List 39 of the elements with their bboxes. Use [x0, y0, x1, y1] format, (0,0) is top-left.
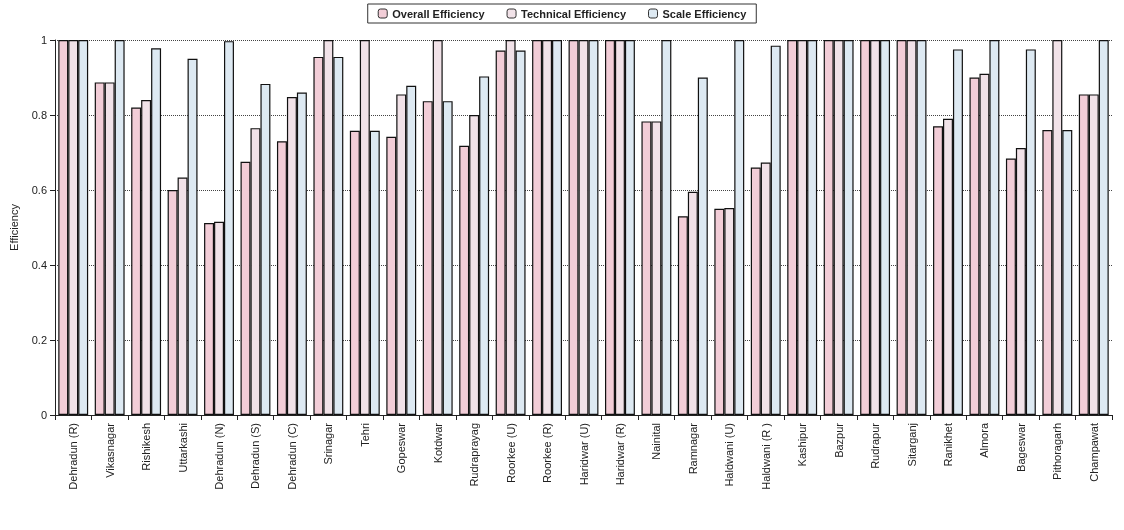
x-tick-label: Bageswar — [1014, 422, 1027, 472]
x-tick-label: Dehradun (R) — [67, 423, 80, 490]
x-tick-label: Dehradun (N) — [213, 423, 226, 490]
x-tick-label: Vikasnagar — [103, 422, 116, 478]
x-tick-label: Dehradun (C) — [285, 423, 298, 490]
y-axis-title: Efficiency — [7, 203, 20, 251]
x-tick-label: Bazpur — [832, 422, 845, 458]
x-tick-label: Haldwani (R ) — [759, 423, 772, 490]
x-tick-label: Kotdwar — [431, 422, 444, 464]
y-tick-label: 0.6 — [31, 184, 47, 196]
x-tick-label: Rishikesh — [140, 423, 153, 471]
x-tick-label: Gopeswar — [395, 422, 408, 474]
x-tick-label: Tehri — [358, 423, 371, 447]
x-tick-label: Haldwani (U) — [723, 423, 736, 487]
x-tick-label: Pithoragarh — [1051, 423, 1064, 480]
y-tick-label: 0.2 — [31, 334, 47, 346]
x-tick-label: Sitarganj — [905, 423, 918, 467]
x-tick-label: Roorkee (U) — [504, 423, 517, 483]
x-tick-label: Nainital — [650, 423, 663, 460]
x-tick-label: Ramnagar — [686, 422, 699, 475]
y-tick-label: 1 — [40, 34, 47, 46]
x-tick-label: Uttarkashi — [176, 423, 189, 473]
legend-label: Overall Efficiency — [392, 7, 486, 20]
x-tick-label: Haridwar (R) — [613, 423, 626, 486]
x-tick-label: Roorkee (R) — [541, 423, 554, 483]
x-tick-label: Srinagar — [322, 422, 335, 465]
x-tick-label: Ranikhet — [941, 423, 954, 467]
legend-label: Technical Efficiency — [521, 7, 627, 20]
y-tick-label: 0.4 — [31, 259, 47, 271]
x-tick-label: Almora — [978, 422, 991, 458]
y-tick-label: 0.8 — [31, 109, 47, 121]
y-tick-label: 0 — [40, 409, 47, 421]
legend-label: Scale Efficiency — [662, 7, 748, 20]
x-tick-label: Rudraprayag — [468, 423, 481, 487]
x-tick-label: Haridwar (U) — [577, 423, 590, 486]
x-tick-label: Dehradun (S) — [249, 423, 262, 490]
x-tick-label: Kashipur — [796, 422, 809, 467]
x-tick-label: Rudrapur — [869, 422, 882, 469]
x-tick-label: Champawat — [1087, 423, 1100, 482]
